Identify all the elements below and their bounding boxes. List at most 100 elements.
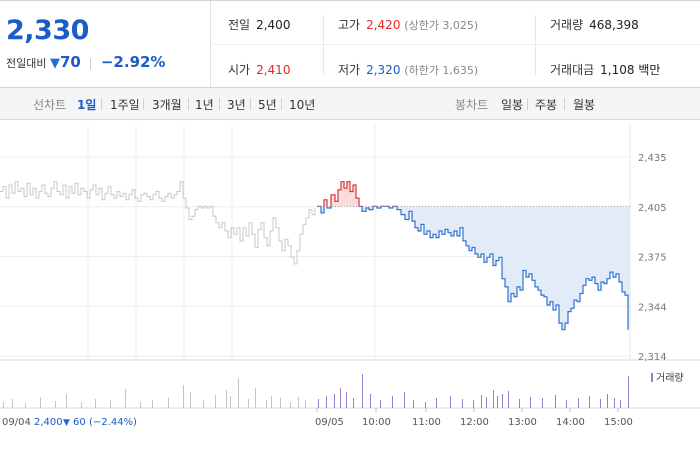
volume-bar xyxy=(230,396,231,408)
volume-bar xyxy=(481,395,482,408)
prev-day-change-percent: (−2.44%) xyxy=(89,417,137,428)
volume-bar xyxy=(589,396,590,408)
prev-close: 전일 2,400 xyxy=(228,18,291,32)
volume-bar xyxy=(55,401,56,408)
volume-bar xyxy=(95,399,96,408)
y-axis-ticks: 2,435 2,405 2,375 2,344 2,314 xyxy=(638,153,667,363)
volume-bar xyxy=(3,402,4,408)
prev-day-series-line xyxy=(0,181,316,265)
volume: 거래량 468,398 xyxy=(550,18,639,32)
volume-bar xyxy=(486,397,487,408)
volume-bar xyxy=(607,394,608,408)
volume-bar xyxy=(353,398,354,408)
x-tick-label: 14:00 xyxy=(556,417,585,428)
x-tick-label: 12:00 xyxy=(460,417,489,428)
change-value: 70 xyxy=(59,53,81,71)
tab-10year[interactable]: 10년 xyxy=(289,98,316,112)
volume-bar xyxy=(346,392,347,408)
tab-1week[interactable]: 1주일 xyxy=(110,98,140,112)
volume-bar xyxy=(266,400,267,408)
price-change: 전일대비 ▼70 −2.92% xyxy=(6,53,165,71)
volume-bar xyxy=(40,397,41,408)
volume-bar xyxy=(190,392,191,408)
current-price: 2,330 xyxy=(6,15,89,46)
chart-tabs: 선차트 1일 1주일 3개월 1년 3년 5년 10년 봉차트 일봉 주봉 월봉 xyxy=(0,88,700,120)
tab-weekly-candle[interactable]: 주봉 xyxy=(535,98,558,112)
volume-bar xyxy=(392,396,393,408)
tab-1year[interactable]: 1년 xyxy=(195,98,214,112)
divider xyxy=(535,15,536,75)
y-tick-label: 2,405 xyxy=(638,203,667,214)
volume-bar xyxy=(628,376,629,408)
tab-monthly-candle[interactable]: 월봉 xyxy=(573,98,596,112)
volume-bar xyxy=(450,396,451,408)
volume-bar xyxy=(497,396,498,408)
x-tick-label: 10:00 xyxy=(362,417,391,428)
volume-bar xyxy=(140,402,141,408)
tab-1day[interactable]: 1일 xyxy=(77,98,97,112)
volume-bar xyxy=(81,402,82,408)
volume-bar xyxy=(530,397,531,408)
down-arrow-icon: ▼ xyxy=(49,56,60,71)
volume-bar xyxy=(600,399,601,408)
tab-3year[interactable]: 3년 xyxy=(227,98,246,112)
volume-bar xyxy=(248,399,249,408)
divider xyxy=(323,15,324,75)
volume-bar xyxy=(542,398,543,408)
prev-day-date: 09/04 xyxy=(2,417,31,428)
volume-bar xyxy=(404,392,405,408)
volume-bar xyxy=(620,400,621,408)
volume-bar xyxy=(436,398,437,408)
x-tick-label: 13:00 xyxy=(508,417,537,428)
volume-bar xyxy=(66,394,67,408)
prev-day-close: 2,400 xyxy=(34,417,63,428)
divider xyxy=(212,44,700,45)
intraday-price-chart: 2,435 2,405 2,375 2,344 2,314 09/05 10:00 11:0… xyxy=(0,120,700,450)
volume-bar xyxy=(566,400,567,408)
volume-bar xyxy=(152,400,153,408)
volume-bar xyxy=(298,397,299,408)
volume-bar xyxy=(370,394,371,408)
y-tick-label: 2,375 xyxy=(638,253,667,264)
quote-summary: 2,330 전일대비 ▼70 −2.92% 전일 2,400 시가 2,410 고가… xyxy=(0,0,700,88)
x-tick-label: 11:00 xyxy=(412,417,441,428)
volume-bar xyxy=(110,400,111,408)
volume-bar xyxy=(318,399,319,408)
prev-day-change: 60 xyxy=(73,417,86,428)
volume-bar xyxy=(614,398,615,408)
down-arrow-icon: ▼ xyxy=(63,418,70,428)
volume-bar xyxy=(425,402,426,408)
volume-bar xyxy=(493,390,494,408)
low-price: 저가 2,320 (하한가 1,635) xyxy=(338,63,479,77)
volume-bar xyxy=(255,388,256,408)
line-chart-label: 선차트 xyxy=(33,98,67,112)
volume-bar xyxy=(226,390,227,408)
chart-background xyxy=(0,120,700,450)
open-price: 시가 2,410 xyxy=(228,63,291,77)
volume-bar xyxy=(578,398,579,408)
volume-bar xyxy=(280,398,281,408)
volume-bars xyxy=(3,374,629,408)
volume-bar xyxy=(238,378,239,408)
trade-amount: 거래대금 1,108 백만 xyxy=(550,63,661,77)
tab-daily-candle[interactable]: 일봉 xyxy=(501,98,524,112)
volume-bar xyxy=(380,400,381,408)
volume-bar xyxy=(125,389,126,408)
volume-bar xyxy=(168,398,169,408)
volume-bar xyxy=(413,400,414,408)
volume-bar xyxy=(473,400,474,408)
volume-bar xyxy=(183,385,184,408)
volume-bar xyxy=(462,399,463,408)
volume-bar xyxy=(340,388,341,408)
change-percent: −2.92% xyxy=(100,53,166,71)
volume-bar xyxy=(502,394,503,408)
volume-legend-label: 거래량 xyxy=(656,372,684,384)
volume-bar xyxy=(326,396,327,408)
volume-bar xyxy=(215,395,216,408)
x-tick-label: 09/05 xyxy=(315,417,344,428)
tab-3month[interactable]: 3개월 xyxy=(152,98,182,112)
volume-legend-swatch xyxy=(651,373,653,382)
today-series-line-down xyxy=(317,206,629,331)
tab-5year[interactable]: 5년 xyxy=(258,98,277,112)
volume-bar xyxy=(203,400,204,408)
